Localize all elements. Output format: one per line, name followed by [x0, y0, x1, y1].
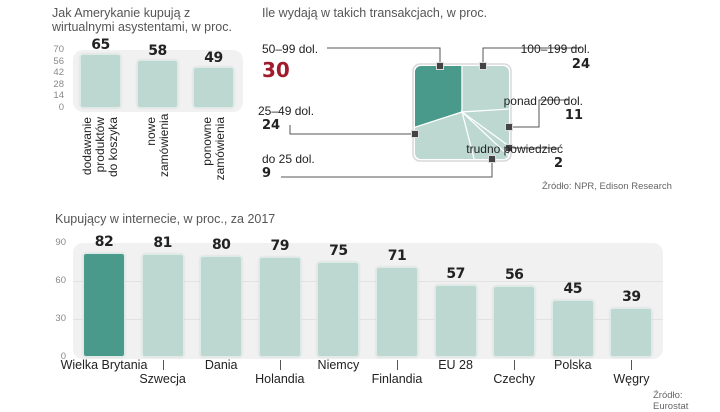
chart3-category-label: Szwecja [139, 372, 186, 386]
chart3-bar [493, 286, 536, 357]
chart3-y-tick: 90 [55, 237, 66, 248]
chart3-bar [200, 255, 243, 357]
chart3-category-tick [631, 360, 633, 370]
chart2-marker [505, 123, 513, 131]
chart2-slice [461, 111, 509, 159]
chart2-slice-label: do 25 dol. [262, 152, 315, 166]
chart3-category-tick [514, 360, 516, 370]
chart2-marker [411, 130, 419, 138]
chart2-title: Ile wydają w takich transakcjach, w proc… [262, 6, 488, 20]
chart3-bar [317, 262, 360, 357]
chart2-leader-line [482, 47, 581, 66]
chart3-bar [376, 267, 418, 357]
chart2-slice-label: ponad 200 dol. [503, 94, 583, 108]
chart2-slice-value: 30 [262, 58, 290, 82]
chart2-slice [415, 111, 493, 159]
chart3-value-label: 81 [153, 235, 172, 252]
chart3-category-label: Czechy [493, 372, 536, 386]
chart2-slice-value: 2 [553, 156, 563, 171]
chart3-bar [434, 284, 477, 357]
chart1-value-label: 49 [204, 50, 223, 67]
chart3-value-label: 57 [446, 265, 465, 282]
chart2-slice-label: 100–199 dol. [520, 42, 590, 56]
chart1-bar [137, 59, 178, 108]
chart3-category-label: Niemcy [317, 358, 360, 372]
chart2-slice-value: 11 [564, 108, 583, 123]
chart2-slice [460, 110, 509, 159]
chart3-value-label: 56 [504, 267, 524, 284]
chart2-slice [461, 66, 509, 113]
chart1-y-tick: 0 [58, 102, 64, 113]
chart2-marker [488, 155, 496, 163]
chart1-y-tick: 56 [53, 55, 64, 67]
chart3-category-tick [162, 360, 164, 370]
chart2-slice-value: 24 [571, 57, 590, 72]
chart3-value-label: 82 [94, 234, 114, 251]
chart2-slice [460, 103, 509, 159]
chart2-marker [505, 144, 513, 152]
chart2-leader-line [289, 125, 415, 135]
chart1-y-tick: 28 [53, 78, 64, 90]
chart1-y-tick: 70 [53, 44, 64, 55]
chart3-gridline [73, 319, 663, 320]
chart3-value-label: 71 [387, 248, 407, 265]
chart2-leader-line [327, 47, 441, 66]
chart3-category-label: Wielka Brytania [60, 358, 148, 372]
chart1-value-label: 65 [91, 37, 110, 54]
chart3-category-label: Holandia [255, 372, 305, 386]
chart1-y-tick: 42 [53, 67, 64, 79]
chart3-bar [610, 307, 653, 357]
chart3-category-tick [397, 360, 398, 370]
chart1-value-label: 58 [148, 42, 167, 59]
chart3-category-label: Polska [554, 358, 592, 372]
chart3-value-label: 79 [270, 237, 290, 254]
chart3-y-tick: 60 [55, 275, 66, 286]
chart2-slice-label: 25–49 dol. [258, 104, 315, 118]
chart3-value-label: 45 [563, 281, 583, 297]
chart1-bar [80, 54, 121, 108]
chart3-bar [551, 300, 594, 357]
chart3-y-tick: 30 [55, 313, 66, 324]
chart2-slice-label: trudno powiedzieć [466, 142, 563, 156]
chart3-category-tick [279, 360, 281, 370]
chart2-svg [281, 47, 581, 178]
chart3-category-label: Dania [204, 358, 238, 372]
chart3-value-label: 39 [622, 288, 641, 305]
chart3-bar [258, 256, 301, 357]
chart2-leader-line [509, 99, 568, 128]
chart3-category-label: EU 28 [438, 358, 473, 372]
chart2-source: Źródło: NPR, Edison Research [542, 181, 672, 192]
chart2-slice-value: 9 [262, 166, 272, 181]
chart3-category-label: Finlandia [371, 372, 423, 386]
chart1-y-tick: 14 [53, 90, 64, 102]
chart2-marker [436, 62, 444, 70]
chart2-leader-line [281, 159, 493, 178]
chart3-category-label: Węgry [613, 372, 650, 386]
chart2-marker [479, 62, 487, 70]
chart3-gridline [73, 281, 663, 282]
chart1-title: Jak Amerykanie kupują z wirtualnymi asys… [52, 6, 232, 34]
chart2-slice-label: 50–99 dol. [262, 42, 319, 56]
chart2-slice [415, 66, 463, 150]
chart3-title: Kupujący w internecie, w proc., za 2017 [55, 212, 276, 226]
chart3-value-label: 75 [329, 243, 348, 259]
chart3-bar [83, 253, 125, 357]
chart3-bar [141, 254, 184, 357]
chart2-slice-value: 24 [262, 118, 281, 133]
chart1-bar [193, 67, 234, 108]
chart3-y-tick: 0 [60, 351, 66, 362]
chart3-source: Źródło: Eurostat [653, 390, 689, 412]
chart3-value-label: 80 [211, 236, 231, 253]
